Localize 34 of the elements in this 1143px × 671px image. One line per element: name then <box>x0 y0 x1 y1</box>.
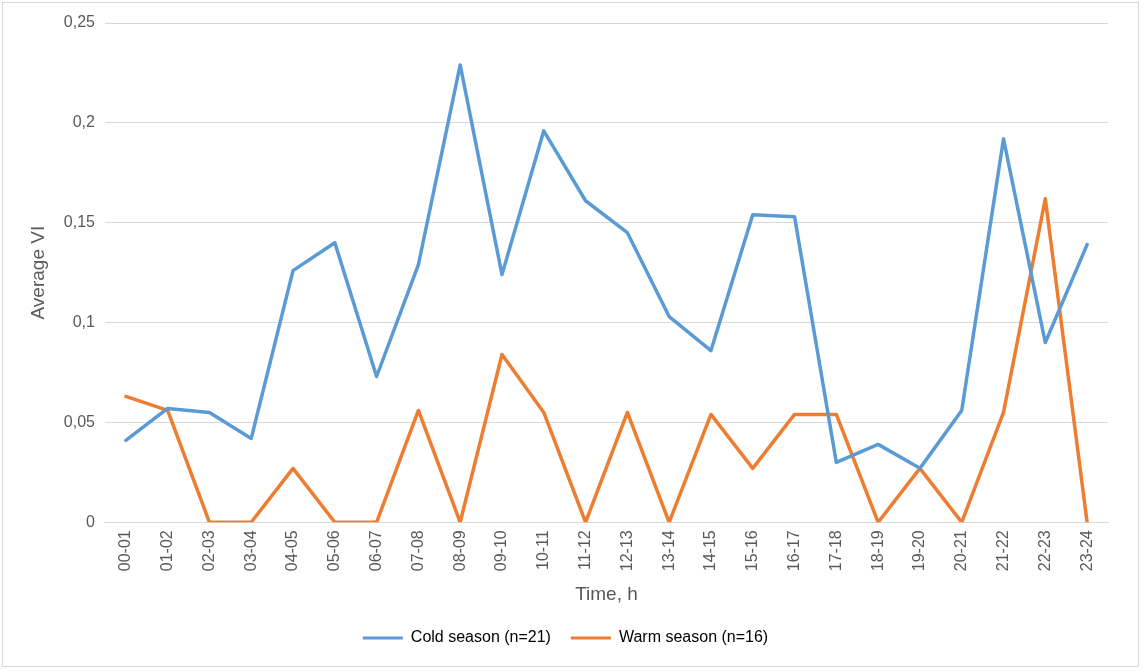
x-tick-label: 08-09 <box>450 530 468 572</box>
x-tick-label: 07-08 <box>408 530 426 572</box>
y-tick-label: 0,15 <box>63 213 96 231</box>
y-axis-title: Average VI <box>26 225 48 320</box>
y-tick-label: 0,1 <box>72 312 96 330</box>
x-tick-label: 14-15 <box>701 530 719 572</box>
x-tick-label: 19-20 <box>910 530 928 572</box>
x-tick-label: 10-11 <box>534 530 552 571</box>
x-tick-label: 20-21 <box>952 530 970 572</box>
x-tick-label: 15-16 <box>743 530 761 572</box>
x-axis-title: Time, h <box>575 582 638 604</box>
y-tick-label: 0,2 <box>72 113 96 131</box>
legend-label: Warm season (n=16) <box>618 628 769 646</box>
x-tick-label: 18-19 <box>868 530 886 572</box>
x-tick-label: 04-05 <box>283 530 301 572</box>
x-tick-label: 02-03 <box>199 530 217 572</box>
x-tick-label: 16-17 <box>784 530 802 572</box>
x-tick-label: 00-01 <box>116 530 134 572</box>
y-tick-label: 0,05 <box>63 412 96 430</box>
x-tick-label: 17-18 <box>826 530 844 572</box>
x-tick-label: 03-04 <box>241 530 259 572</box>
x-tick-label: 11-12 <box>575 530 593 571</box>
x-tick-label: 23-24 <box>1077 530 1095 572</box>
x-tick-label: 22-23 <box>1035 530 1053 572</box>
x-tick-label: 01-02 <box>158 530 176 572</box>
x-tick-label: 12-13 <box>617 530 635 572</box>
y-tick-label: 0 <box>86 512 96 530</box>
x-tick-label: 21-22 <box>993 530 1011 572</box>
legend-label: Cold season (n=21) <box>410 628 551 646</box>
x-tick-label: 06-07 <box>367 530 385 572</box>
x-tick-label: 13-14 <box>659 530 677 572</box>
y-tick-label: 0,25 <box>63 13 96 31</box>
x-tick-label: 05-06 <box>325 530 343 572</box>
x-tick-label: 09-10 <box>492 530 510 572</box>
